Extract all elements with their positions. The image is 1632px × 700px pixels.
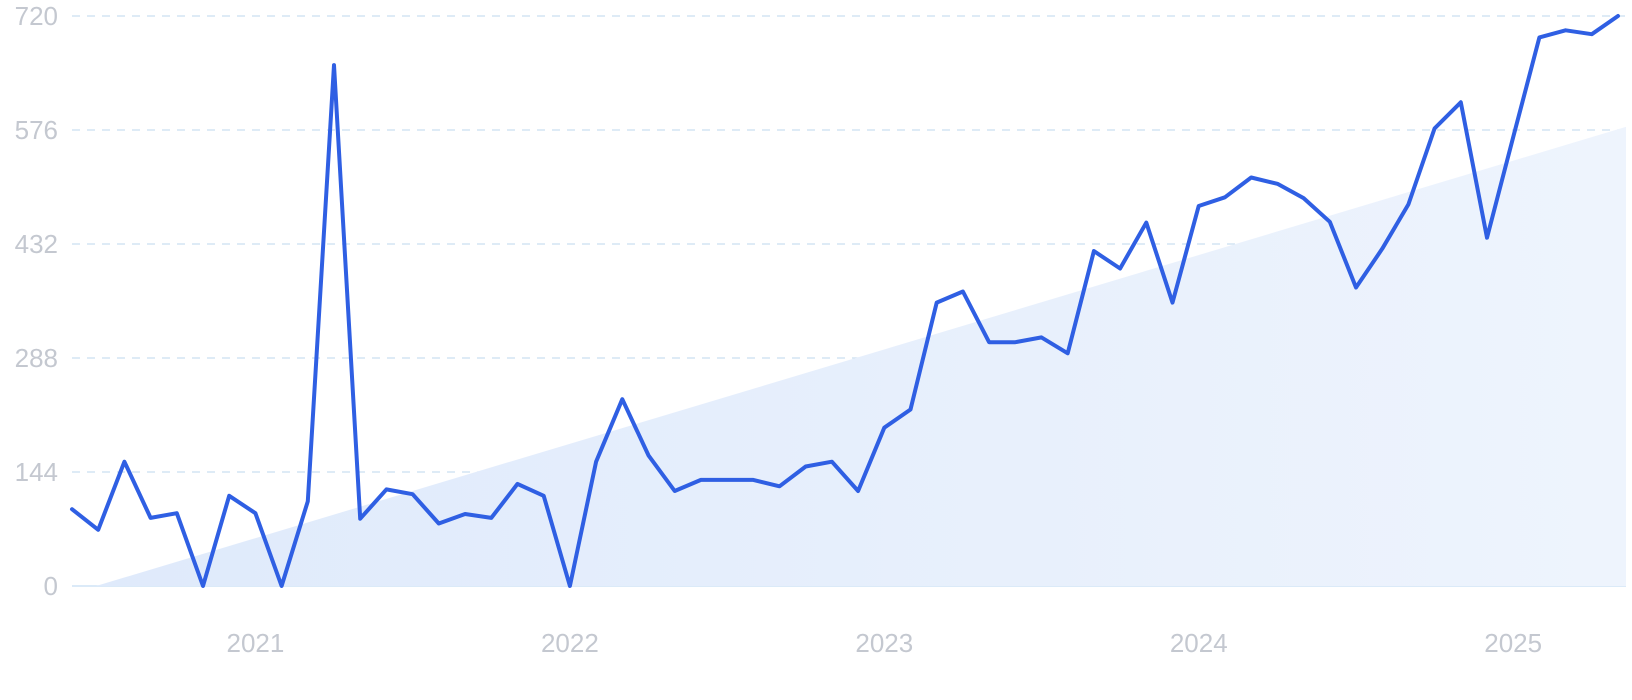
y-tick-label: 720 [15,1,58,31]
data-point [489,516,493,520]
data-point [1302,196,1306,200]
y-tick-label: 432 [15,229,58,259]
y-tick-label: 144 [15,457,58,487]
data-point [778,484,782,488]
data-point [1040,335,1044,339]
data-point [306,499,310,503]
series-line [70,14,1620,588]
data-point [253,511,257,515]
data-point [1066,351,1070,355]
x-axis: 2021 2022 2023 2024 2025 [227,628,1543,658]
data-point [830,460,834,464]
data-point [1118,267,1122,271]
data-point [437,522,441,526]
data-point [935,301,939,305]
x-tick-label: 2024 [1170,628,1228,658]
data-point [1354,286,1358,290]
data-point [909,408,913,412]
data-point [227,494,231,498]
y-tick-label: 288 [15,343,58,373]
data-point [725,478,729,482]
data-point [70,507,74,511]
data-point [1406,202,1410,206]
data-point [463,512,467,516]
data-point [1171,301,1175,305]
data-point [1144,221,1148,225]
data-point [358,517,362,521]
data-point [1459,100,1463,104]
data-point [542,494,546,498]
data-point [961,290,965,294]
data-point [1092,249,1096,253]
data-point [122,460,126,464]
data-point [201,584,205,588]
data-point [1537,35,1541,39]
data-point [1616,14,1620,18]
data-point [882,426,886,430]
data-point [280,584,284,588]
data-point [1485,236,1489,240]
data-point [1590,32,1594,36]
data-point [647,453,651,457]
data-point [1013,340,1017,344]
data-point [1564,28,1568,32]
data-point [411,492,415,496]
data-point [332,63,336,67]
data-point [1328,220,1332,224]
trend-fill [96,126,1626,586]
data-point [620,397,624,401]
y-tick-label: 576 [15,115,58,145]
data-point [699,478,703,482]
trend-area [96,126,1626,586]
data-point [1197,204,1201,208]
data-point [516,482,520,486]
x-tick-label: 2023 [855,628,913,658]
data-point [1511,135,1515,139]
data-point [751,478,755,482]
series [70,14,1620,588]
x-tick-label: 2025 [1484,628,1542,658]
data-point [1275,182,1279,186]
data-point [987,340,991,344]
data-point [175,511,179,515]
data-point [1249,176,1253,180]
x-tick-label: 2022 [541,628,599,658]
data-point [96,528,100,532]
data-point [856,489,860,493]
y-axis: 0 144 288 432 576 720 [15,1,58,601]
data-point [804,465,808,469]
data-point [1433,126,1437,130]
x-tick-label: 2021 [227,628,285,658]
data-point [1380,247,1384,251]
data-point [384,487,388,491]
data-point [594,460,598,464]
data-point [673,489,677,493]
y-tick-label: 0 [44,571,58,601]
data-point [568,584,572,588]
data-point [1223,195,1227,199]
data-point [149,516,153,520]
